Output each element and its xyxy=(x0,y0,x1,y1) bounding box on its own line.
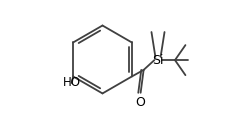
Text: O: O xyxy=(135,96,145,109)
Text: HO: HO xyxy=(63,76,81,89)
Text: Si: Si xyxy=(152,54,164,67)
